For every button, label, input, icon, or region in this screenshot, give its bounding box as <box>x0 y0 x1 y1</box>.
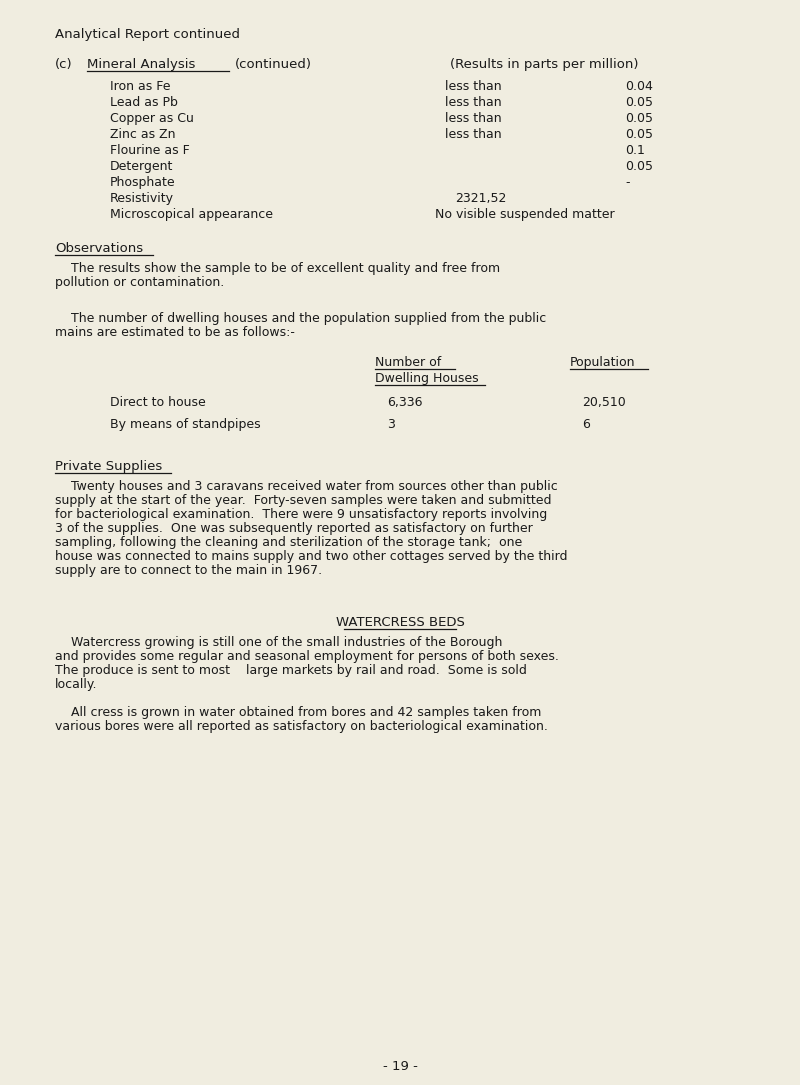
Text: Flourine as F: Flourine as F <box>110 144 190 157</box>
Text: 0.1: 0.1 <box>625 144 645 157</box>
Text: Iron as Fe: Iron as Fe <box>110 80 170 93</box>
Text: Microscopical appearance: Microscopical appearance <box>110 208 273 221</box>
Text: All cress is grown in water obtained from bores and 42 samples taken from: All cress is grown in water obtained fro… <box>55 706 542 719</box>
Text: 0.05: 0.05 <box>625 159 653 173</box>
Text: Resistivity: Resistivity <box>110 192 174 205</box>
Text: less than: less than <box>445 112 502 125</box>
Text: The number of dwelling houses and the population supplied from the public: The number of dwelling houses and the po… <box>55 312 546 326</box>
Text: 6: 6 <box>582 418 590 431</box>
Text: 0.04: 0.04 <box>625 80 653 93</box>
Text: 0.05: 0.05 <box>625 128 653 141</box>
Text: The produce is sent to most    large markets by rail and road.  Some is sold: The produce is sent to most large market… <box>55 664 527 677</box>
Text: -: - <box>625 176 630 189</box>
Text: Private Supplies: Private Supplies <box>55 460 162 473</box>
Text: The results show the sample to be of excellent quality and free from: The results show the sample to be of exc… <box>55 261 500 275</box>
Text: WATERCRESS BEDS: WATERCRESS BEDS <box>335 616 465 629</box>
Text: (continued): (continued) <box>235 58 312 71</box>
Text: less than: less than <box>445 95 502 108</box>
Text: Mineral Analysis: Mineral Analysis <box>87 58 195 71</box>
Text: various bores were all reported as satisfactory on bacteriological examination.: various bores were all reported as satis… <box>55 720 548 733</box>
Text: (c): (c) <box>55 58 73 71</box>
Text: for bacteriological examination.  There were 9 unsatisfactory reports involving: for bacteriological examination. There w… <box>55 508 547 521</box>
Text: house was connected to mains supply and two other cottages served by the third: house was connected to mains supply and … <box>55 550 567 563</box>
Text: less than: less than <box>445 128 502 141</box>
Text: 3 of the supplies.  One was subsequently reported as satisfactory on further: 3 of the supplies. One was subsequently … <box>55 522 533 535</box>
Text: Observations: Observations <box>55 242 143 255</box>
Text: 3: 3 <box>387 418 395 431</box>
Text: supply at the start of the year.  Forty-seven samples were taken and submitted: supply at the start of the year. Forty-s… <box>55 494 551 507</box>
Text: 2321,52: 2321,52 <box>455 192 506 205</box>
Text: - 19 -: - 19 - <box>382 1060 418 1073</box>
Text: Lead as Pb: Lead as Pb <box>110 95 178 108</box>
Text: Phosphate: Phosphate <box>110 176 176 189</box>
Text: No visible suspended matter: No visible suspended matter <box>435 208 614 221</box>
Text: 0.05: 0.05 <box>625 112 653 125</box>
Text: Zinc as Zn: Zinc as Zn <box>110 128 175 141</box>
Text: Dwelling Houses: Dwelling Houses <box>375 372 478 385</box>
Text: mains are estimated to be as follows:-: mains are estimated to be as follows:- <box>55 326 295 339</box>
Text: pollution or contamination.: pollution or contamination. <box>55 276 224 289</box>
Text: 0.05: 0.05 <box>625 95 653 108</box>
Text: Direct to house: Direct to house <box>110 396 206 409</box>
Text: 6,336: 6,336 <box>387 396 422 409</box>
Text: Detergent: Detergent <box>110 159 174 173</box>
Text: Watercress growing is still one of the small industries of the Borough: Watercress growing is still one of the s… <box>55 636 502 649</box>
Text: Analytical Report continued: Analytical Report continued <box>55 28 240 41</box>
Text: (Results in parts per million): (Results in parts per million) <box>450 58 638 71</box>
Text: less than: less than <box>445 80 502 93</box>
Text: and provides some regular and seasonal employment for persons of both sexes.: and provides some regular and seasonal e… <box>55 650 559 663</box>
Text: Copper as Cu: Copper as Cu <box>110 112 194 125</box>
Text: sampling, following the cleaning and sterilization of the storage tank;  one: sampling, following the cleaning and ste… <box>55 536 522 549</box>
Text: supply are to connect to the main in 1967.: supply are to connect to the main in 196… <box>55 564 322 577</box>
Text: Number of: Number of <box>375 356 442 369</box>
Text: locally.: locally. <box>55 678 98 691</box>
Text: Twenty houses and 3 caravans received water from sources other than public: Twenty houses and 3 caravans received wa… <box>55 480 558 493</box>
Text: 20,510: 20,510 <box>582 396 626 409</box>
Text: By means of standpipes: By means of standpipes <box>110 418 261 431</box>
Text: Population: Population <box>570 356 635 369</box>
